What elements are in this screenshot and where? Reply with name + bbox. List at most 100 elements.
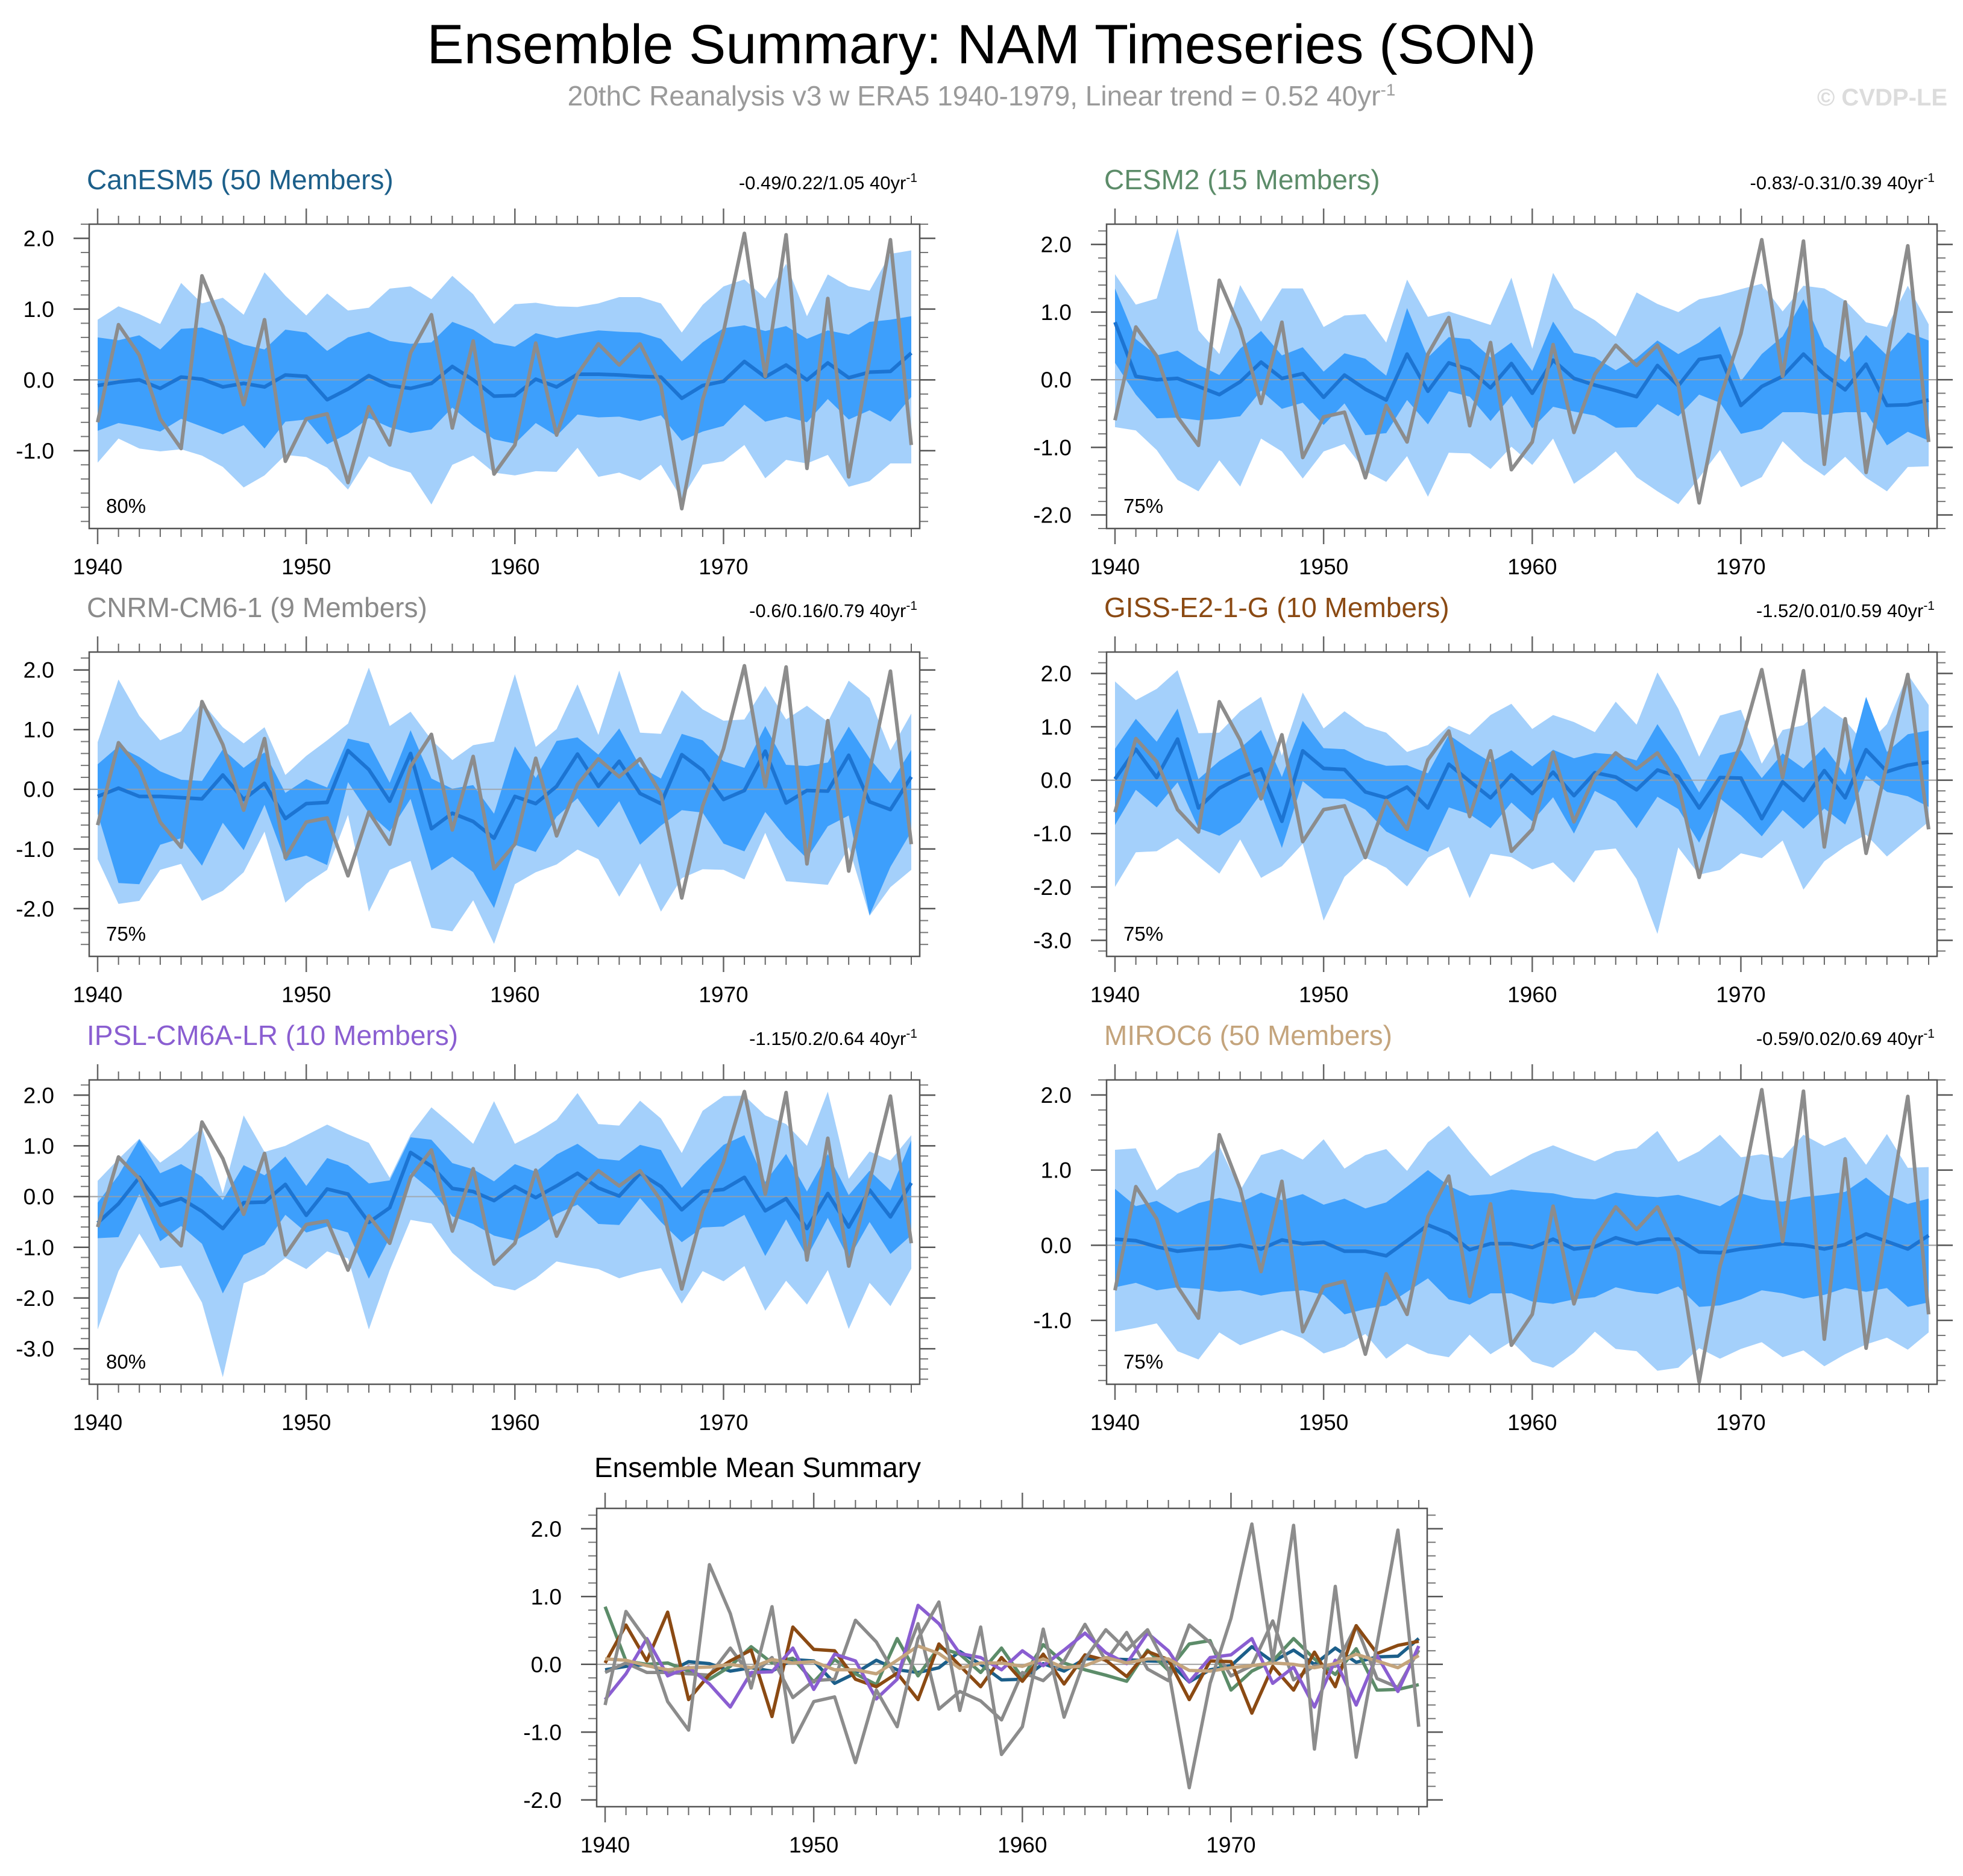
summary-plot-frame [595,1507,1428,1808]
cnrm-cm6-1-trend-values: -0.6/0.16/0.79 40yr [749,600,906,621]
cnrm-cm6-1-panel-title: CNRM-CM6-1 (9 Members) [87,592,427,623]
summary-canesm5-mean-line [605,1637,1420,1686]
miroc6-y-tick-label: 2.0 [1041,1083,1072,1108]
summary-miroc6-mean-line [605,1644,1420,1676]
giss-e2-1-g-observations-line [1113,668,1930,879]
panel-ipsl-cm6a-lr: 2.0 1.0 0.0 -1.0 -2.0 -3.0 1940 1950 1960 1970 IPS… [16,1020,935,1435]
miroc6-y-tick-label: 1.0 [1041,1158,1072,1183]
cnrm-cm6-1-percentile-label: 75% [106,923,146,945]
giss-e2-1-g-y-tick-label: -1.0 [1033,821,1072,846]
miroc6-inner-spread-band [1115,1170,1929,1314]
canesm5-observations-line [96,231,913,511]
miroc6-x-tick-label: 1960 [1507,1410,1557,1435]
miroc6-x-tick-label: 1970 [1716,1410,1765,1435]
ipsl-cm6a-lr-y-tick-label: -1.0 [16,1235,54,1260]
canesm5-x-tick-label: 1960 [490,554,539,579]
summary-x-tick-label: 1940 [580,1833,630,1857]
giss-e2-1-g-plot-frame [1105,651,1938,958]
ipsl-cm6a-lr-ensemble-mean-line [96,1150,913,1231]
cesm2-trend-values: -0.83/-0.31/0.39 40yr [1750,172,1924,193]
summary-cnrm-cm6-1-mean-line [604,1618,1421,1722]
giss-e2-1-g-x-tick-label: 1950 [1299,982,1348,1007]
ipsl-cm6a-lr-y-tick-label: 1.0 [24,1134,54,1158]
ipsl-cm6a-lr-y-tick-label: -3.0 [16,1337,54,1361]
miroc6-y-tick-label: 0.0 [1041,1233,1072,1258]
canesm5-y-tick-label: 0.0 [24,368,54,392]
miroc6-x-tick-label: 1940 [1090,1410,1140,1435]
cnrm-cm6-1-ensemble-mean-line [96,748,913,840]
canesm5-y-tick-label: 2.0 [24,226,54,251]
panel-canesm5: 2.0 1.0 0.0 -1.0 1940 1950 1960 1970 CanESM5 (50… [16,164,935,579]
copyright-watermark: © CVDP-LE [1817,84,1947,111]
summary-y-tick-label: 2.0 [531,1517,562,1542]
cnrm-cm6-1-y-tick-label: 0.0 [24,777,54,802]
canesm5-percentile-label: 80% [106,495,146,517]
cesm2-percentile-label: 75% [1123,495,1163,517]
summary-x-tick-label: 1960 [997,1833,1047,1857]
summary-y-tick-label: 0.0 [531,1652,562,1677]
canesm5-y-tick-label: 1.0 [24,297,54,322]
cnrm-cm6-1-x-tick-label: 1940 [73,982,122,1007]
canesm5-panel-title: CanESM5 (50 Members) [87,164,394,195]
summary-ipsl-cm6a-lr-mean-line [603,1604,1421,1709]
ipsl-cm6a-lr-x-tick-label: 1970 [699,1410,748,1435]
cesm2-x-tick-label: 1970 [1716,554,1765,579]
giss-e2-1-g-inner-spread-band [1115,697,1929,852]
miroc6-plot-frame [1105,1079,1938,1385]
miroc6-ensemble-mean-line [1114,1223,1930,1258]
ipsl-cm6a-lr-x-tick-label: 1950 [281,1410,331,1435]
giss-e2-1-g-y-tick-label: 2.0 [1041,661,1072,686]
main-title: Ensemble Summary: NAM Timeseries (SON) [427,14,1536,75]
ipsl-cm6a-lr-x-tick-label: 1960 [490,1410,539,1435]
miroc6-y-tick-label: -1.0 [1033,1308,1072,1333]
ipsl-cm6a-lr-trend-values: -1.15/0.2/0.64 40yr [749,1028,906,1049]
cesm2-x-tick-label: 1960 [1507,554,1557,579]
giss-e2-1-g-y-tick-label: 0.0 [1041,768,1072,793]
giss-e2-1-g-percentile-label: 75% [1123,923,1163,945]
summary-y-tick-label: -1.0 [523,1720,562,1745]
canesm5-inner-spread-band [98,316,911,449]
ipsl-cm6a-lr-observations-line [96,1090,913,1291]
miroc6-panel-title: MIROC6 (50 Members) [1104,1020,1392,1051]
cnrm-cm6-1-x-tick-label: 1950 [281,982,331,1007]
cnrm-cm6-1-x-tick-label: 1970 [699,982,748,1007]
giss-e2-1-g-y-tick-label: -2.0 [1033,875,1072,900]
panel-cesm2: 2.0 1.0 0.0 -1.0 -2.0 1940 1950 1960 1970 CESM2 (… [1033,164,1953,579]
miroc6-observations-line [1113,1088,1930,1384]
summary-panel-title: Ensemble Mean Summary [594,1452,921,1483]
giss-e2-1-g-trend-values: -1.52/0.01/0.59 40yr [1756,600,1923,621]
canesm5-x-tick-label: 1970 [699,554,748,579]
cnrm-cm6-1-y-tick-label: -1.0 [16,837,54,862]
cesm2-trend-exponent: -1 [1923,171,1935,185]
panel-miroc6: 2.0 1.0 0.0 -1.0 1940 1950 1960 1970 MIROC6 (50 … [1033,1020,1953,1435]
canesm5-trend-exponent: -1 [906,171,917,185]
ipsl-cm6a-lr-trend-label: -1.15/0.2/0.64 40yr-1 [749,1027,917,1049]
canesm5-trend-values: -0.49/0.22/1.05 40yr [739,172,906,193]
giss-e2-1-g-x-tick-label: 1960 [1507,982,1557,1007]
canesm5-y-tick-label: -1.0 [16,439,54,463]
giss-e2-1-g-y-tick-label: 1.0 [1041,715,1072,739]
summary-x-tick-label: 1950 [789,1833,838,1857]
cesm2-x-tick-label: 1950 [1299,554,1348,579]
canesm5-plot-frame [88,223,921,530]
cnrm-cm6-1-trend-label: -0.6/0.16/0.79 40yr-1 [749,599,917,621]
summary-y-tick-label: 1.0 [531,1584,562,1609]
cesm2-observations-line [1113,237,1930,505]
summary-y-tick-label: -2.0 [523,1788,562,1813]
cesm2-inner-spread-band [1115,288,1929,445]
cnrm-cm6-1-observations-line [96,664,913,900]
cnrm-cm6-1-y-tick-label: -2.0 [16,897,54,921]
giss-e2-1-g-x-tick-label: 1940 [1090,982,1140,1007]
giss-e2-1-g-trend-label: -1.52/0.01/0.59 40yr-1 [1756,599,1935,621]
cnrm-cm6-1-trend-exponent: -1 [906,599,917,613]
subtitle-unit-exponent: -1 [1380,80,1396,99]
cnrm-cm6-1-x-tick-label: 1960 [490,982,539,1007]
panel-giss-e2-1-g: 2.0 1.0 0.0 -1.0 -2.0 -3.0 1940 1950 1960 1970 GIS… [1033,592,1953,1007]
miroc6-trend-values: -0.59/0.02/0.69 40yr [1756,1028,1923,1049]
ipsl-cm6a-lr-y-tick-label: 0.0 [24,1185,54,1209]
giss-e2-1-g-y-tick-label: -3.0 [1033,928,1072,953]
cesm2-panel-title: CESM2 (15 Members) [1104,164,1380,195]
cesm2-y-tick-label: -2.0 [1033,503,1072,528]
ipsl-cm6a-lr-plot-frame [88,1079,921,1385]
cesm2-y-tick-label: 2.0 [1041,233,1072,257]
